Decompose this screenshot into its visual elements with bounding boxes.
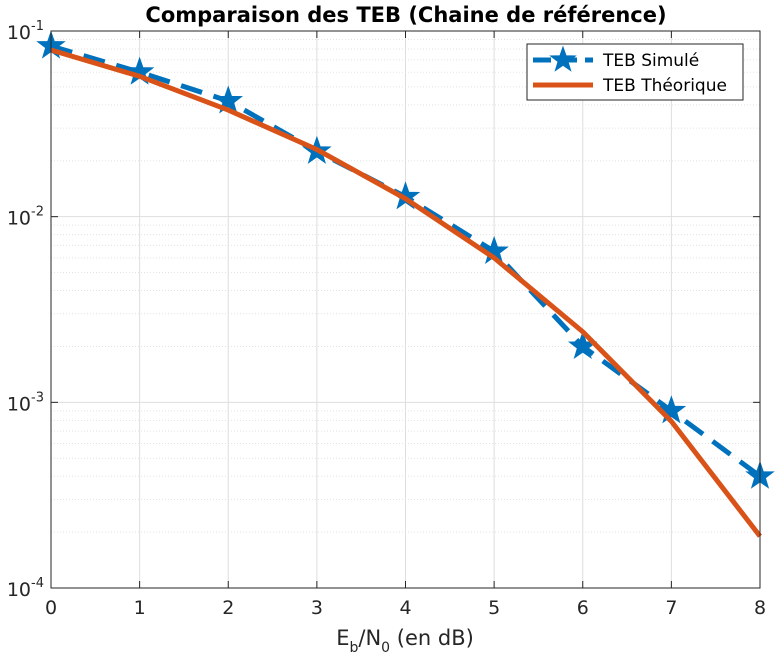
series-line (50, 47, 762, 538)
y-tick-label: 10-4 (7, 576, 44, 601)
y-tick-label: 10-1 (7, 19, 44, 44)
x-tick-label: 4 (399, 597, 411, 619)
y-tick-label: 10-3 (7, 390, 44, 415)
data-point-star (213, 85, 244, 114)
legend: TEB Simulé TEB Théorique (526, 43, 744, 101)
legend-marker-star (549, 45, 577, 72)
x-tick-label: 0 (45, 597, 57, 619)
legend-entries: TEB Simulé TEB Théorique (533, 45, 727, 96)
y-tick-labels: 10-4 10-3 10-2 10-1 (7, 19, 44, 601)
x-tick-label: 5 (488, 597, 500, 619)
data-point-star (656, 395, 687, 424)
x-axis-label-mid: /N (358, 626, 381, 650)
x-tick-label: 8 (754, 597, 766, 619)
y-tick-label: 10-2 (7, 205, 44, 230)
chart-title: Comparaison des TEB (Chaine de référence… (145, 3, 666, 27)
legend-label: TEB Théorique (602, 76, 727, 96)
axis-ticks (50, 30, 761, 589)
x-tick-label: 1 (134, 597, 146, 619)
x-axis-label-sub1: b (349, 640, 358, 656)
x-axis-label-tail: (en dB) (390, 626, 474, 650)
x-axis-label: Eb/N0 (en dB) (336, 626, 474, 656)
x-tick-labels: 0 1 2 3 4 5 6 7 8 (45, 597, 766, 619)
x-axis-label-main: E (336, 626, 349, 650)
x-tick-label: 6 (577, 597, 589, 619)
x-axis-label-sub2: 0 (381, 640, 390, 656)
x-tick-label: 7 (665, 597, 677, 619)
legend-label: TEB Simulé (602, 51, 699, 71)
x-tick-label: 3 (311, 597, 323, 619)
x-tick-label: 2 (222, 597, 234, 619)
